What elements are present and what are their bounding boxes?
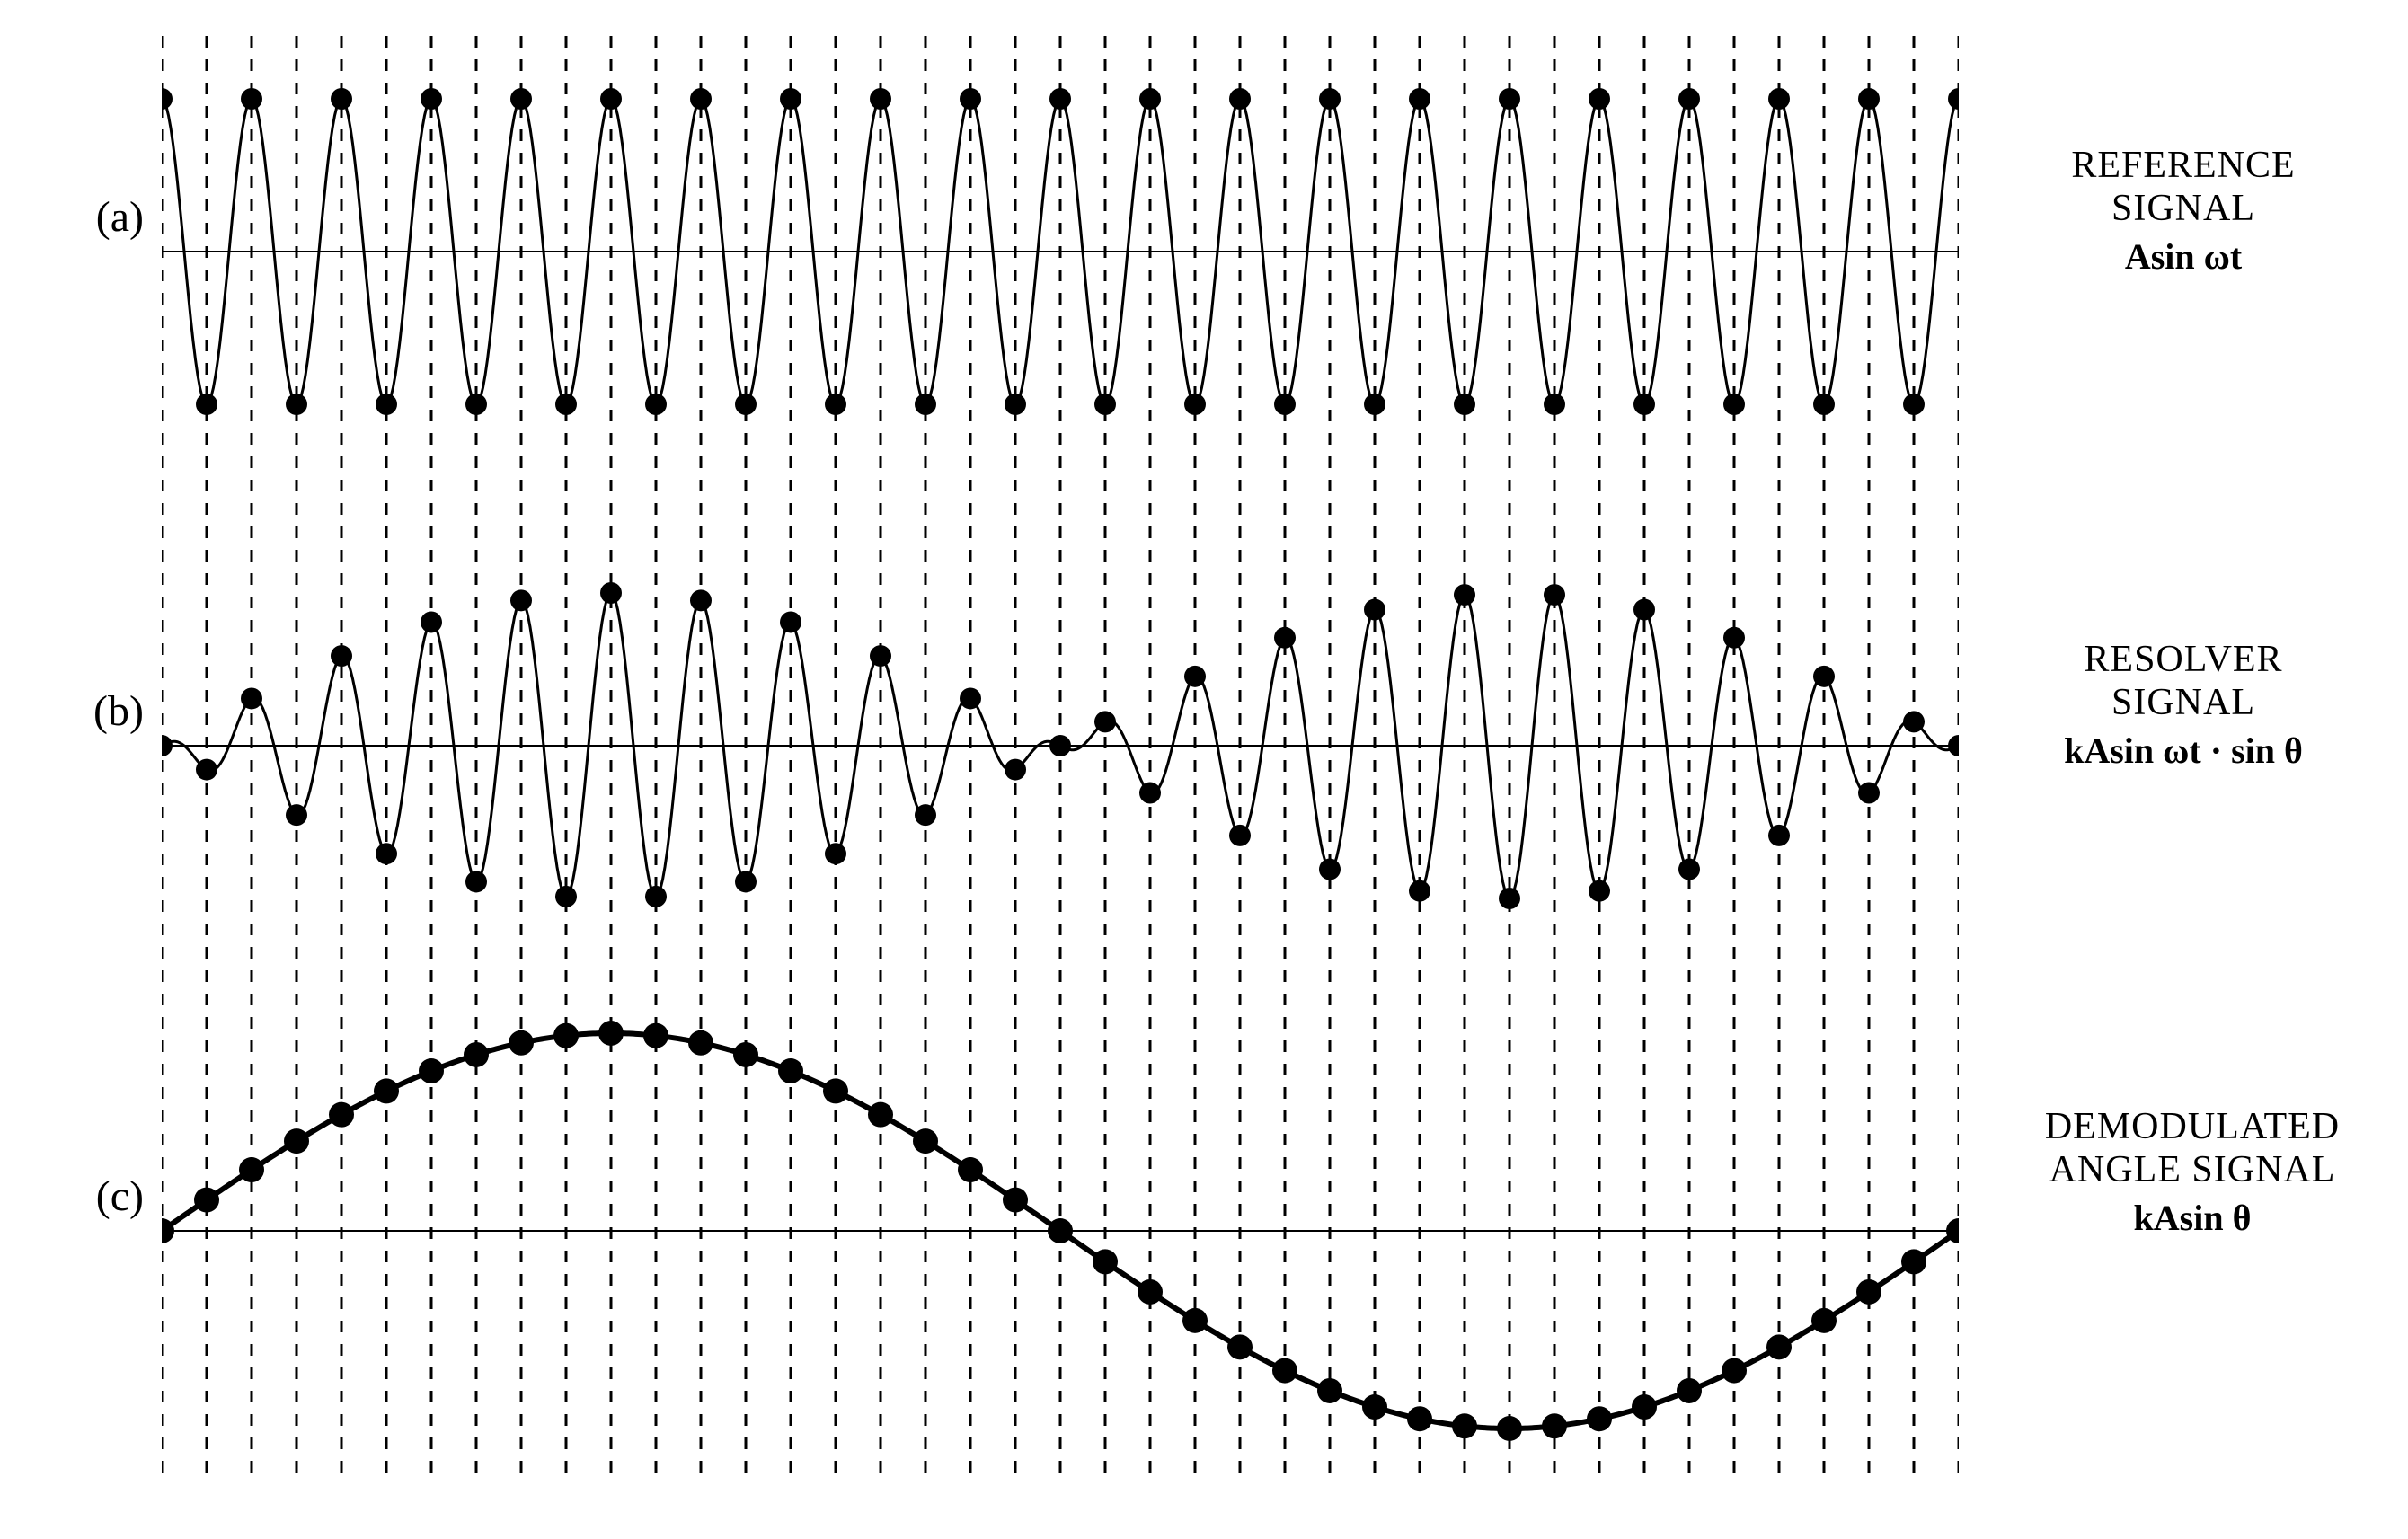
caption-b-line2: SIGNAL (1986, 681, 2381, 724)
caption-a: REFERENCE SIGNAL Asin ωt (1986, 144, 2381, 278)
page: (a) (b) (c) REFERENCE SIGNAL Asin ωt RES… (0, 0, 2408, 1539)
caption-a-formula: Asin ωt (1986, 236, 2381, 278)
caption-c-formula: kAsin θ (1986, 1198, 2399, 1239)
caption-b-line1: RESOLVER (1986, 638, 2381, 681)
caption-a-line2: SIGNAL (1986, 187, 2381, 230)
caption-c-line2: ANGLE SIGNAL (1986, 1148, 2399, 1191)
caption-c: DEMODULATED ANGLE SIGNAL kAsin θ (1986, 1105, 2399, 1239)
panel-label-a: (a) (72, 192, 144, 242)
signal-plot (162, 36, 1959, 1473)
caption-b-formula: kAsin ωt · sin θ (1986, 730, 2381, 772)
caption-b: RESOLVER SIGNAL kAsin ωt · sin θ (1986, 638, 2381, 772)
caption-c-line1: DEMODULATED (1986, 1105, 2399, 1148)
panel-label-b: (b) (72, 686, 144, 736)
panel-label-c: (c) (72, 1172, 144, 1221)
caption-a-line1: REFERENCE (1986, 144, 2381, 187)
